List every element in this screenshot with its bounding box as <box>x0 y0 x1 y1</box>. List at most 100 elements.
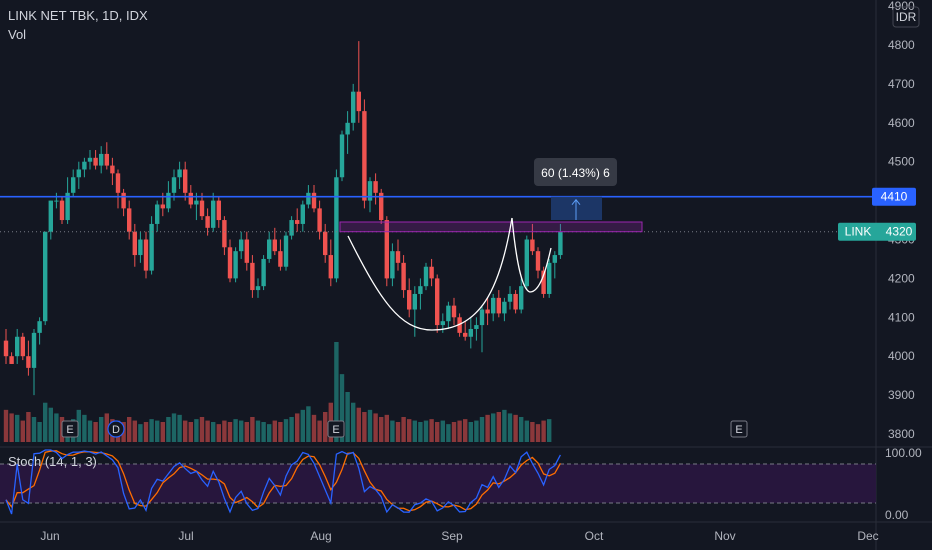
price-tick-label: 4700 <box>888 77 915 91</box>
price-tick-label: 4500 <box>888 155 915 169</box>
candle-body <box>216 200 221 221</box>
candle-body <box>395 251 401 263</box>
candle-body <box>295 220 300 224</box>
volume-bar <box>435 422 440 442</box>
candle-body <box>423 266 429 287</box>
candle-body <box>524 239 529 287</box>
volume-bar <box>334 342 339 442</box>
candle-body <box>227 247 233 279</box>
stoch-lower-label: 0.00 <box>885 508 909 522</box>
volume-bar <box>541 420 546 442</box>
last-price-label: 4320 <box>886 225 913 239</box>
currency-box <box>892 6 920 28</box>
candle-body <box>367 181 373 201</box>
candle-body <box>519 286 524 310</box>
volume-bar <box>373 413 378 442</box>
volume-bar <box>149 419 154 442</box>
stoch-band <box>0 464 876 503</box>
time-tick-label: Aug <box>310 529 331 543</box>
volume-bar <box>205 420 210 442</box>
candle-body <box>171 177 177 193</box>
candle-body <box>138 239 143 256</box>
candle-body <box>535 251 541 271</box>
candle-body <box>160 204 165 209</box>
measure-arrow <box>571 198 581 221</box>
volume-bar <box>362 412 367 442</box>
candle-body <box>339 134 345 178</box>
volume-bar <box>93 422 98 442</box>
candle-body <box>104 153 109 166</box>
volume-bar <box>255 420 261 442</box>
candle-body <box>222 220 227 248</box>
candle-body <box>188 192 193 205</box>
volume-bar <box>295 413 300 442</box>
volume-bar <box>104 413 109 442</box>
handle-zone <box>339 221 643 233</box>
volume-bar <box>519 417 524 442</box>
event-marker-label: E <box>332 424 339 436</box>
volume-bar <box>87 420 93 442</box>
candle-body <box>110 165 115 174</box>
stoch-label: Stoch (14, 1, 3) <box>8 454 97 469</box>
volume-bar <box>283 419 289 442</box>
candle-body <box>272 239 277 252</box>
measure-text: 60 (1.43%) 6 <box>541 166 610 180</box>
volume-bar <box>244 422 249 442</box>
candle-body <box>407 290 412 310</box>
candle-body <box>457 317 462 333</box>
volume-bar <box>502 409 507 442</box>
candle-body <box>132 231 137 256</box>
volume-bar <box>395 422 401 442</box>
volume-bar <box>367 409 373 442</box>
candle-body <box>451 305 457 318</box>
candle-body <box>362 111 367 201</box>
symbol-title[interactable]: LINK NET TBK, 1D, IDX <box>8 8 148 23</box>
volume-bar <box>446 424 451 442</box>
candle-body <box>183 169 188 193</box>
candle-body <box>356 91 361 112</box>
candle-body <box>31 332 37 368</box>
volume-bar <box>323 412 328 442</box>
volume-bar <box>457 420 462 442</box>
candle-body <box>513 293 518 310</box>
volume-bar <box>216 424 221 442</box>
volume-bar <box>222 420 227 442</box>
volume-bar <box>345 392 350 442</box>
volume-bar <box>547 419 552 442</box>
candle-body <box>351 91 356 123</box>
time-tick-label: Jul <box>178 529 193 543</box>
candle-body <box>26 356 31 368</box>
volume-bar <box>160 422 165 442</box>
volume-bar <box>289 417 294 442</box>
volume-bar <box>37 422 42 442</box>
volume-bar <box>31 417 37 442</box>
candle-body <box>491 297 496 314</box>
candle-body <box>43 231 48 322</box>
candle-body <box>317 208 322 232</box>
candle-body <box>261 258 266 287</box>
stoch-upper-label: 100.00 <box>885 446 922 460</box>
candle-body <box>384 220 389 279</box>
volume-bar <box>496 412 501 442</box>
volume-bar <box>127 417 132 442</box>
dividend-marker <box>107 420 125 438</box>
candle-body <box>149 223 154 271</box>
volume-bar <box>82 414 87 442</box>
candle-body <box>440 321 445 326</box>
volume-label[interactable]: Vol <box>8 27 27 42</box>
volume-bar <box>384 414 389 442</box>
candle-body <box>547 262 552 294</box>
candle-body <box>255 286 261 291</box>
volume-bar <box>211 422 216 442</box>
volume-bar <box>3 409 9 442</box>
candle-body <box>278 251 283 267</box>
candle-body <box>479 309 485 326</box>
volume-bar <box>535 424 541 442</box>
time-tick-label: Sep <box>441 529 463 543</box>
candle-body <box>115 173 121 193</box>
volume-bar <box>468 422 473 442</box>
candle-body <box>205 216 210 228</box>
candle-body <box>390 251 395 279</box>
candle-body <box>418 286 423 294</box>
